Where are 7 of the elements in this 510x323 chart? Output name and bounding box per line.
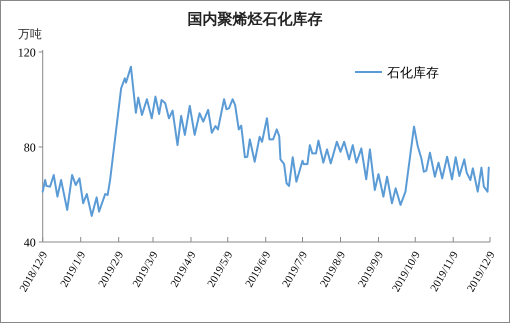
line-series (42, 66, 490, 217)
y-tick-label: 80 (24, 140, 36, 154)
legend-label: 石化库存 (387, 65, 439, 80)
y-tick-label: 40 (24, 236, 36, 250)
y-tick-label: 120 (18, 46, 36, 60)
y-axis-title: 万吨 (18, 27, 42, 41)
chart-title: 国内聚烯烃石化库存 (188, 10, 322, 28)
